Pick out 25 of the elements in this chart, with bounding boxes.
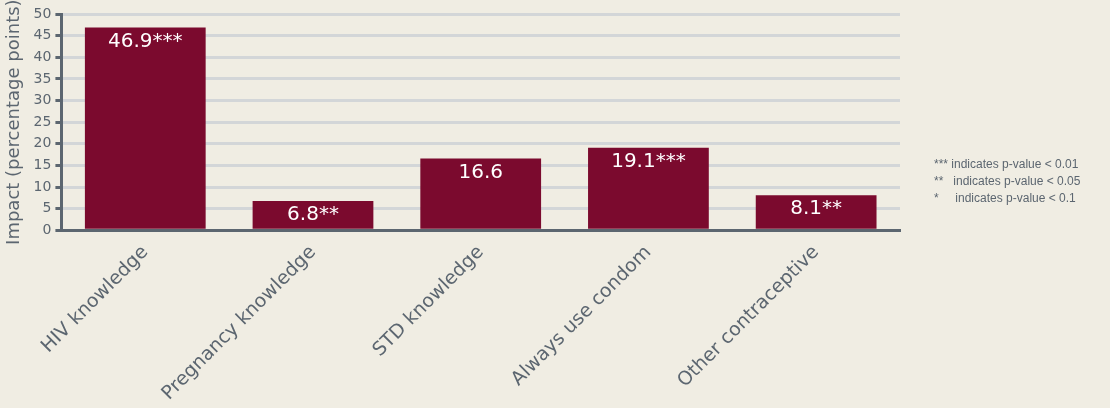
y-tick-label: 10: [33, 177, 52, 194]
y-tick-label: 25: [33, 112, 52, 129]
y-tick-label: 30: [33, 91, 52, 108]
y-tick-label: 50: [33, 4, 52, 21]
y-tick-label: 35: [33, 69, 52, 86]
y-tick-label: 15: [33, 156, 52, 173]
y-tick-label: 5: [42, 199, 52, 216]
data-label: 16.6: [458, 158, 503, 183]
data-label: 6.8**: [287, 201, 339, 226]
y-tick-label: 40: [33, 47, 52, 64]
y-axis-title: Impact (percentage points): [2, 0, 24, 245]
text: * indicates p-value < 0.1: [934, 190, 1077, 207]
y-tick-label: 0: [42, 220, 52, 237]
bar: [588, 147, 709, 229]
bar: [252, 200, 374, 229]
data-label: 19.1***: [611, 147, 686, 172]
y-tick-label: 45: [33, 26, 52, 43]
text: ** indicates p-value < 0.05: [934, 173, 1081, 190]
bar: [84, 27, 206, 229]
bar: [420, 158, 542, 229]
data-label: 8.1**: [790, 195, 843, 220]
bar: [755, 195, 877, 229]
text: *** indicates p-value < 0.01: [934, 156, 1080, 173]
data-label: 46.9***: [108, 27, 183, 52]
y-tick-label: 20: [33, 134, 52, 151]
